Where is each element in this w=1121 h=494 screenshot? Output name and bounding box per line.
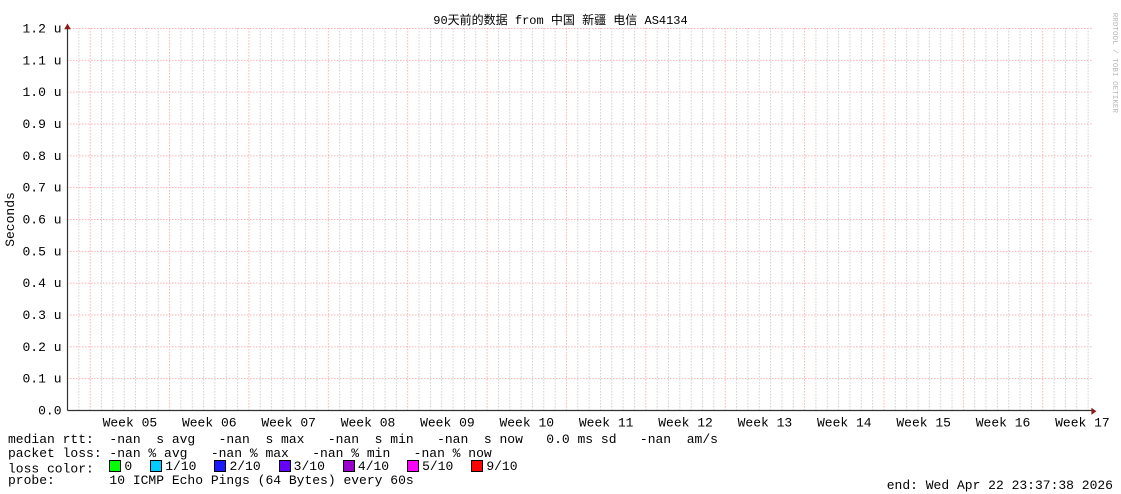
svg-text:Seconds: Seconds [3,192,18,247]
svg-text:0.7 u: 0.7 u [22,181,61,196]
svg-text:Week 06: Week 06 [182,416,237,431]
svg-text:0.5 u: 0.5 u [22,244,61,259]
svg-text:Week 10: Week 10 [499,416,554,431]
svg-text:0.1 u: 0.1 u [22,372,61,387]
svg-text:Week 11: Week 11 [579,416,634,431]
svg-text:1.0 u: 1.0 u [22,85,61,100]
svg-text:0.3 u: 0.3 u [22,308,61,323]
svg-text:Week 07: Week 07 [261,416,316,431]
svg-text:0.2 u: 0.2 u [22,340,61,355]
svg-text:1.1 u: 1.1 u [22,53,61,68]
svg-text:Week 15: Week 15 [896,416,951,431]
svg-text:0.0: 0.0 [38,404,61,419]
svg-text:Week 05: Week 05 [103,416,158,431]
svg-text:0.4 u: 0.4 u [22,276,61,291]
svg-text:0.8 u: 0.8 u [22,149,61,164]
svg-text:Week 12: Week 12 [658,416,713,431]
svg-text:Week 13: Week 13 [738,416,793,431]
svg-text:Week 17: Week 17 [1055,416,1110,431]
svg-text:0.9 u: 0.9 u [22,117,61,132]
svg-text:0.6 u: 0.6 u [22,213,61,228]
svg-text:Week 09: Week 09 [420,416,475,431]
svg-text:Week 14: Week 14 [817,416,872,431]
svg-text:Week 16: Week 16 [976,416,1031,431]
svg-text:Week 08: Week 08 [341,416,396,431]
